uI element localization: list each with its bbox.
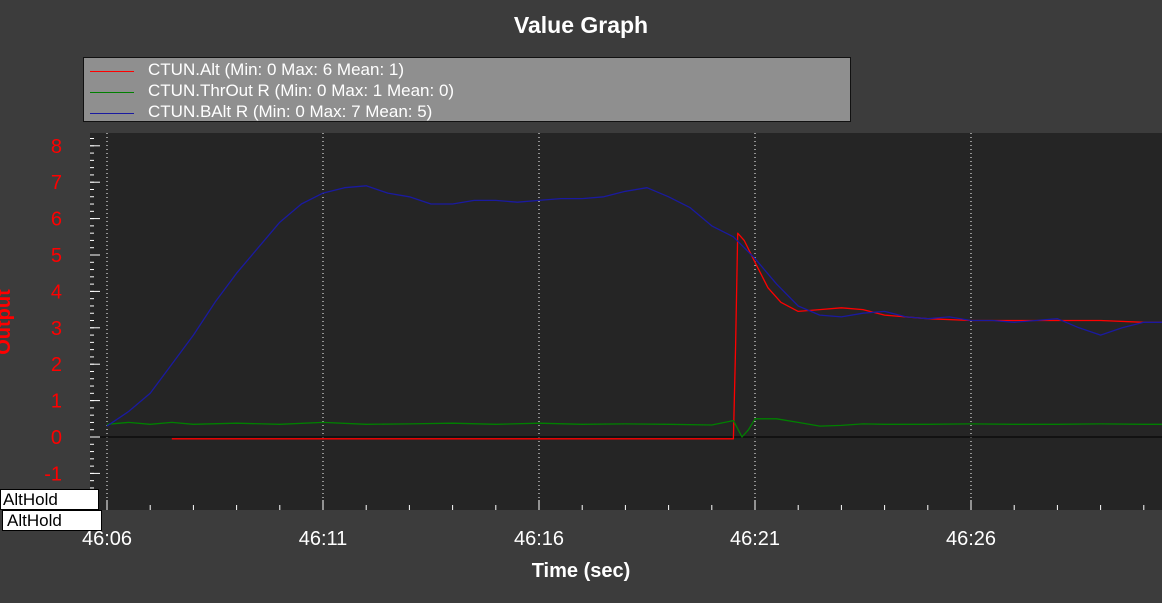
plot-area	[90, 133, 1162, 510]
axis-layer: 46:06 46:11 46:16 46:21 46:26 -1 0 1 2 3 4 5 6 7 8	[44, 136, 1145, 550]
series-line-2	[106, 185, 1162, 427]
y-tick-label: 7	[51, 172, 62, 194]
y-tick-label: 4	[51, 281, 62, 303]
mode-label-althold-2: AltHold	[2, 510, 102, 531]
y-tick-label: 3	[51, 318, 62, 340]
series-layer	[106, 185, 1162, 440]
y-tick-label: 8	[51, 136, 62, 158]
x-tick-label: 46:26	[946, 528, 996, 550]
y-tick-label: -1	[44, 463, 62, 485]
x-tick-label: 46:16	[514, 528, 564, 550]
y-tick-label: 6	[51, 209, 62, 231]
y-axis-label: Output	[0, 289, 15, 355]
legend-swatch-balt	[90, 113, 134, 114]
legend-swatch-alt	[90, 71, 134, 72]
grid-layer	[90, 133, 1162, 510]
x-tick-label: 46:06	[82, 528, 132, 550]
legend-swatch-throut	[90, 92, 134, 93]
series-line-1	[106, 418, 1162, 438]
y-tick-label: 5	[51, 245, 62, 267]
mode-label-althold-1: AltHold	[0, 489, 99, 510]
legend: CTUN.Alt (Min: 0 Max: 6 Mean: 1) CTUN.Th…	[83, 57, 851, 122]
y-tick-label: 1	[51, 391, 62, 413]
x-tick-label: 46:21	[730, 528, 780, 550]
y-tick-label: 0	[51, 427, 62, 449]
legend-label-balt: CTUN.BAlt R (Min: 0 Max: 7 Mean: 5)	[148, 102, 433, 121]
legend-label-alt: CTUN.Alt (Min: 0 Max: 6 Mean: 1)	[148, 60, 405, 79]
x-axis-label: Time (sec)	[531, 560, 631, 582]
legend-label-throut: CTUN.ThrOut R (Min: 0 Max: 1 Mean: 0)	[148, 81, 455, 100]
y-tick-label: 2	[51, 354, 62, 376]
chart-title: Value Graph	[513, 12, 649, 38]
x-tick-label: 46:11	[299, 528, 348, 550]
